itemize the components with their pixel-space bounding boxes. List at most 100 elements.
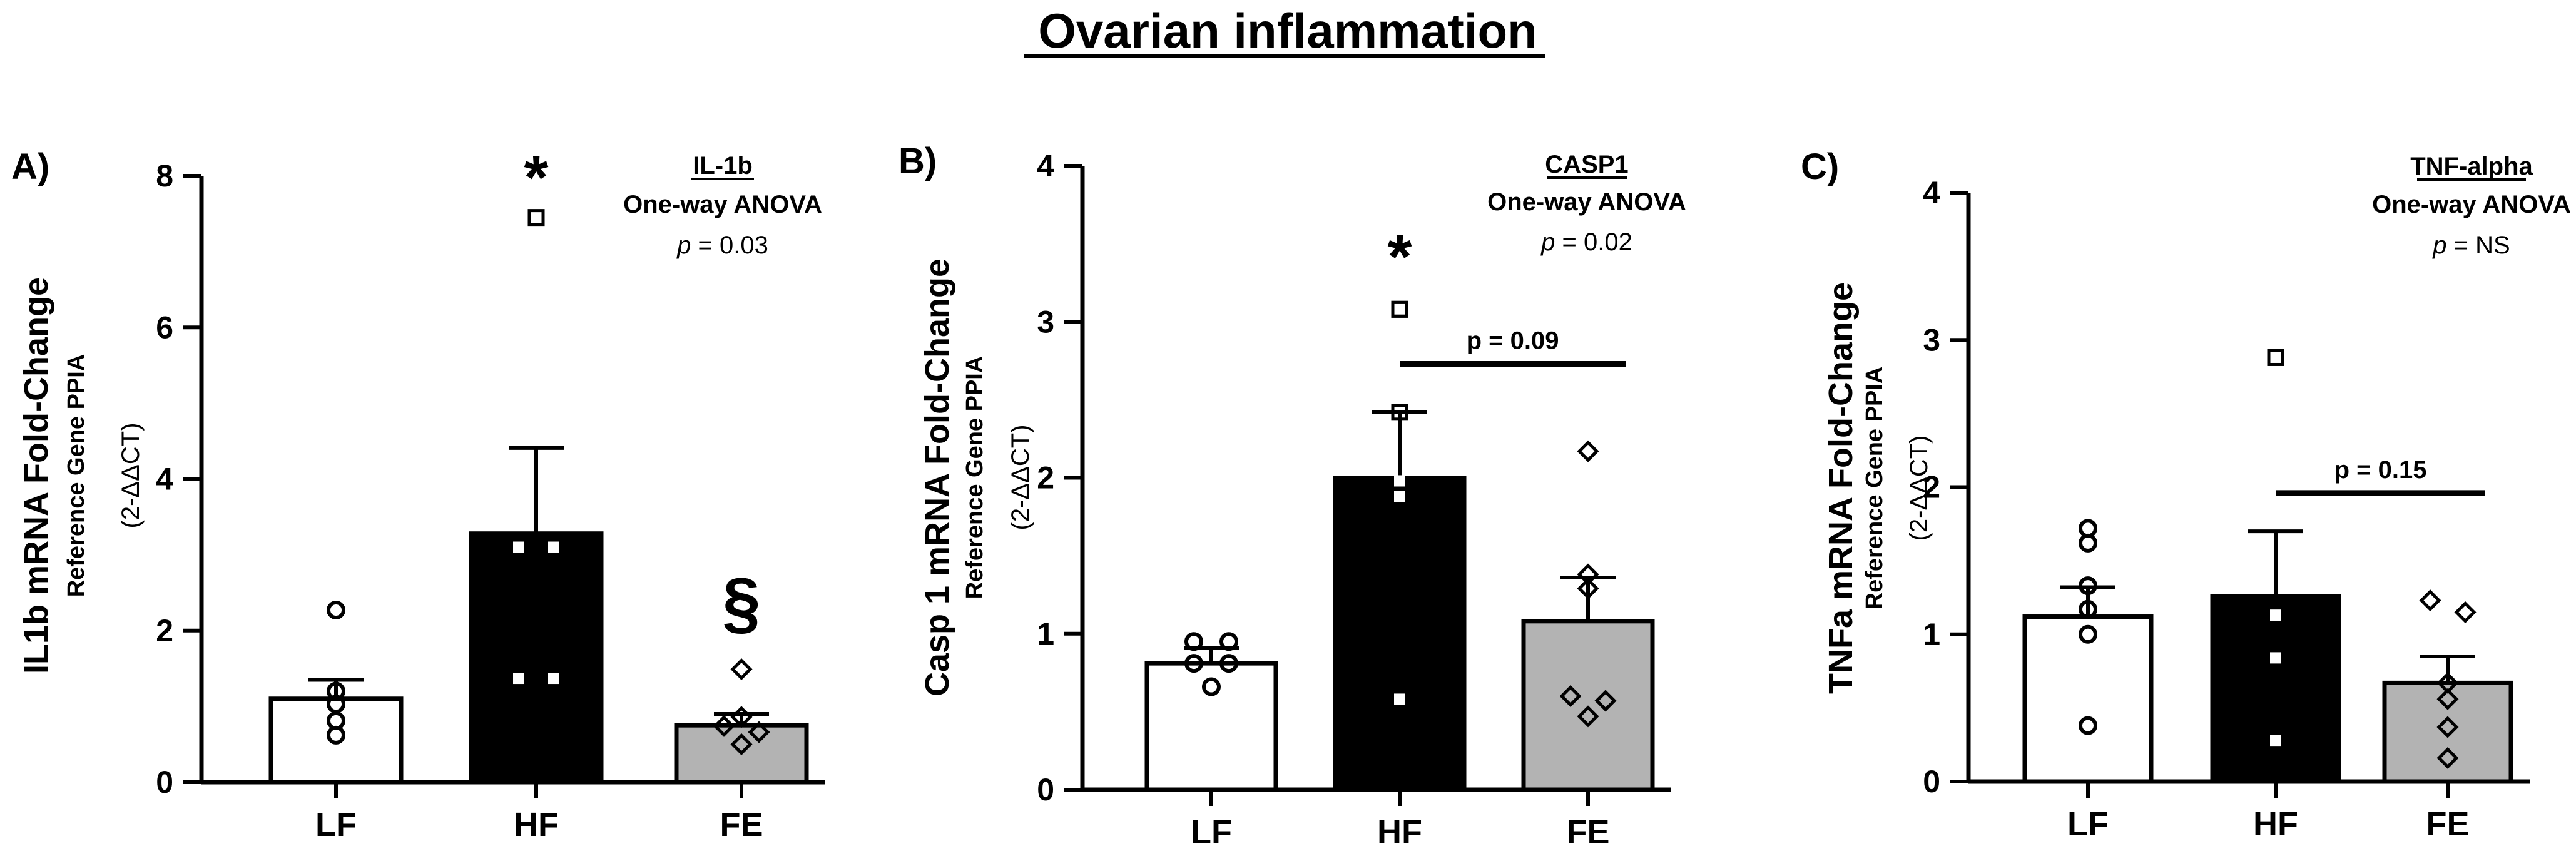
data-point-FE xyxy=(1594,690,1617,712)
y-tick-label: 2 xyxy=(1037,461,1054,496)
bar-HF xyxy=(1333,476,1467,792)
bar-LF xyxy=(2022,614,2154,784)
data-point-FE xyxy=(2454,601,2477,623)
data-point-HF xyxy=(2270,652,2281,664)
data-point-LF xyxy=(1184,654,1203,673)
data-point-LF xyxy=(2079,716,2097,735)
legend-gene: CASP1 xyxy=(1545,151,1628,178)
comparison-label: p = 0.15 xyxy=(2334,456,2427,484)
comparison-label: p = 0.09 xyxy=(1467,327,1559,355)
y-tick-label: 4 xyxy=(1037,148,1054,183)
data-point-HF xyxy=(2270,609,2281,621)
data-point-FE xyxy=(2436,688,2459,710)
x-tick-label: HF xyxy=(1377,813,1422,851)
panel-label: B) xyxy=(899,141,937,181)
legend-p-text: = 0.02 xyxy=(1562,228,1632,256)
data-point-FE xyxy=(1577,440,1599,462)
data-point-FE xyxy=(2436,747,2459,769)
x-tick-label: LF xyxy=(1191,813,1232,851)
data-point-LF xyxy=(327,681,345,701)
data-point-LF xyxy=(2079,576,2097,596)
legend-test: One-way ANOVA xyxy=(2372,191,2571,218)
y-axis-label: TNFa mRNA Fold-Change xyxy=(1822,282,1860,694)
chart-panel-1: A) 0 2 4 6 8 LF HF FE IL1b mRNA Fold-Change Refere… xyxy=(11,143,825,843)
data-point-FE xyxy=(1577,705,1599,728)
data-point-LF xyxy=(2079,599,2097,619)
y-axis-reference-label: Reference Gene PPIA xyxy=(63,354,89,598)
legend-p-symbol: p xyxy=(1540,228,1562,256)
data-point-FE xyxy=(748,721,770,743)
legend-p-symbol: p xyxy=(2432,232,2453,259)
data-point-HF xyxy=(1394,475,1405,487)
data-point-HF xyxy=(1394,491,1405,502)
y-tick-label: 3 xyxy=(1037,304,1054,339)
data-point-FE xyxy=(730,658,753,681)
data-point-LF xyxy=(327,601,345,620)
legend-p-value: p = NS xyxy=(2432,232,2510,259)
legend-p-text: = NS xyxy=(2454,232,2510,259)
x-tick-label: FE xyxy=(720,806,763,843)
data-point-LF xyxy=(2079,533,2097,553)
legend-test: One-way ANOVA xyxy=(1487,188,1686,216)
data-point-FE xyxy=(2419,589,2441,612)
y-axis-label: Casp 1 mRNA Fold-Change xyxy=(919,258,956,696)
legend-gene: TNF-alpha xyxy=(2410,153,2533,180)
data-point-HF xyxy=(548,673,559,685)
y-axis-reference-label: Reference Gene PPIA xyxy=(962,356,988,599)
y-axis-reference-label: Reference Gene PPIA xyxy=(1861,367,1888,610)
bar-HF xyxy=(469,531,604,785)
x-tick-label: HF xyxy=(514,806,559,843)
chart-panel-3: C) 0 1 2 3 4 LF HF FE TNFa mRNA Fold-Change Refere… xyxy=(1801,146,2571,843)
data-point-FE xyxy=(730,733,753,755)
y-tick-label: 0 xyxy=(1037,772,1054,807)
y-tick-label: 3 xyxy=(1923,322,1940,357)
data-point-LF xyxy=(1219,654,1238,673)
data-point-FE xyxy=(1577,577,1599,600)
y-tick-label: 0 xyxy=(156,765,173,800)
data-point-HF xyxy=(513,673,524,685)
data-point-HF xyxy=(1391,300,1408,318)
x-tick-label: FE xyxy=(2426,805,2469,843)
x-tick-label: LF xyxy=(2067,805,2109,843)
data-point-HF xyxy=(1391,404,1408,421)
data-point-HF xyxy=(1394,693,1405,705)
data-point-LF xyxy=(2079,519,2097,538)
y-axis-formula-label: (2-ΔΔCT) xyxy=(117,423,145,529)
y-tick-label: 4 xyxy=(156,462,173,497)
legend-p-value: p = 0.03 xyxy=(676,232,768,259)
y-tick-label: 2 xyxy=(156,613,173,648)
bar-HF xyxy=(2210,594,2341,784)
data-point-LF xyxy=(1202,677,1221,696)
panels: A) 0 2 4 6 8 LF HF FE IL1b mRNA Fold-Change Refere… xyxy=(11,141,2571,851)
data-point-LF xyxy=(1219,632,1238,651)
x-tick-label: FE xyxy=(1566,813,1609,851)
y-tick-label: 0 xyxy=(1923,764,1940,799)
figure-title: Ovarian inflammation xyxy=(1038,3,1537,58)
y-axis-formula-label: (2-ΔΔCT) xyxy=(1905,436,1933,541)
y-axis-formula-label: (2-ΔΔCT) xyxy=(1007,425,1034,531)
y-tick-label: 8 xyxy=(156,158,173,193)
x-tick-label: LF xyxy=(315,806,357,843)
significance-square xyxy=(527,209,545,227)
data-point-FE xyxy=(713,715,735,737)
significance-square-glyph: □ xyxy=(536,217,537,218)
legend-gene: IL-1b xyxy=(693,152,753,180)
data-point-LF xyxy=(1184,632,1203,651)
data-point-HF xyxy=(2270,735,2281,747)
data-point-HF xyxy=(513,541,524,553)
data-point-FE xyxy=(2436,716,2459,738)
data-point-LF xyxy=(327,725,345,745)
legend-p-value: p = 0.02 xyxy=(1540,228,1632,256)
chart-panel-2: B) 0 1 2 3 4 LF HF FE Casp 1 mRNA Fold-Change Refe… xyxy=(899,141,1686,851)
data-point-HF xyxy=(548,541,559,553)
significance-square xyxy=(1391,300,1408,318)
legend-p-text: = 0.03 xyxy=(698,232,768,259)
data-point-FE xyxy=(730,706,753,728)
data-point-FE xyxy=(1559,685,1582,707)
y-tick-label: 2 xyxy=(1923,470,1940,505)
panel-label: C) xyxy=(1801,146,1839,187)
y-tick-label: 1 xyxy=(1923,617,1940,652)
bar-LF xyxy=(1144,661,1278,792)
legend-p-symbol: p xyxy=(676,232,698,259)
